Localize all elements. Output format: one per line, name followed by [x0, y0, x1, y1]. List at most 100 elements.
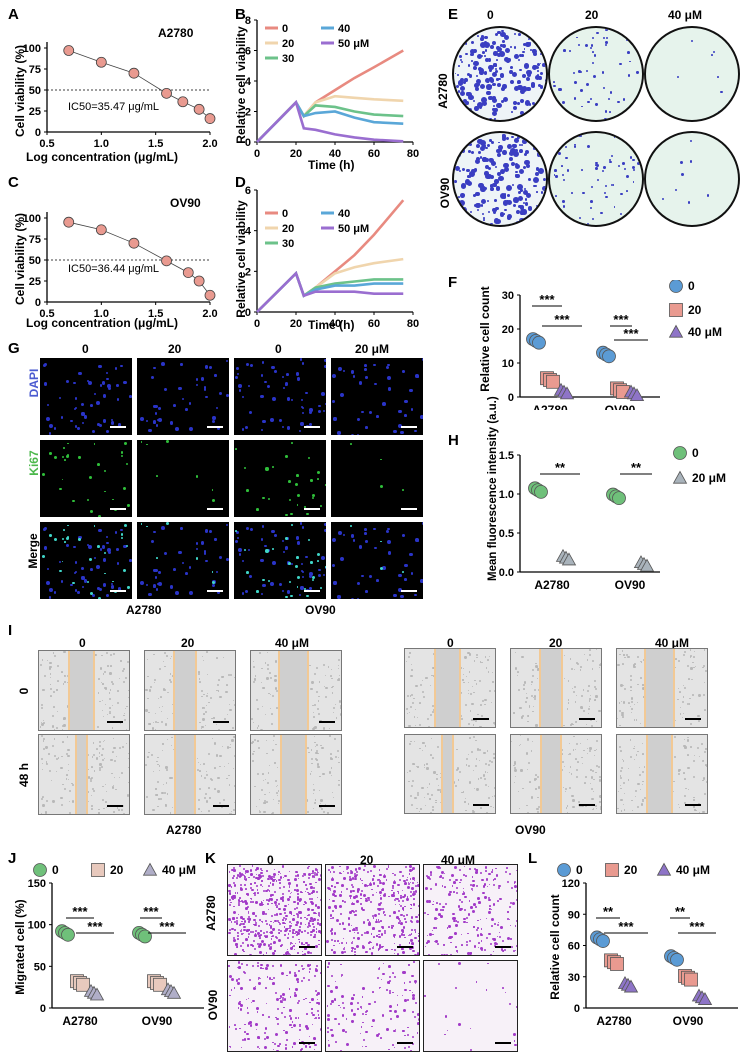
- cell-spot: [50, 695, 52, 697]
- cell-spot: [313, 712, 314, 713]
- cell-spot: [102, 748, 104, 750]
- cell-spot: [246, 527, 250, 531]
- cell-spot: [272, 982, 275, 985]
- cell-spot: [286, 373, 289, 376]
- cell-spot: [468, 765, 470, 767]
- data-point: [597, 935, 610, 948]
- cell-spot: [335, 1041, 337, 1043]
- cell-spot: [64, 541, 66, 543]
- cell-spot: [569, 787, 571, 789]
- cell-spot: [325, 566, 326, 568]
- cell-spot: [210, 697, 212, 699]
- cell-spot: [622, 162, 625, 165]
- cell-spot: [583, 750, 585, 752]
- cell-spot: [354, 878, 356, 880]
- a-cell-line: A2780: [158, 26, 193, 40]
- cell-spot: [526, 693, 527, 694]
- cell-spot: [237, 938, 239, 940]
- cell-spot: [419, 811, 420, 812]
- cell-spot: [207, 674, 208, 675]
- cell-spot: [262, 922, 263, 923]
- cell-spot: [202, 656, 203, 657]
- cell-spot: [460, 193, 465, 198]
- cell-spot: [506, 137, 509, 140]
- cell-spot: [393, 430, 396, 433]
- cell-spot: [66, 778, 67, 779]
- cell-spot: [262, 525, 264, 527]
- cell-spot: [444, 886, 446, 888]
- transwell-image: [325, 864, 420, 956]
- cell-spot: [185, 408, 188, 411]
- cell-spot: [334, 738, 336, 740]
- cell-spot: [266, 740, 267, 741]
- cell-spot: [175, 427, 179, 431]
- cell-spot: [112, 581, 114, 583]
- cell-spot: [462, 679, 463, 680]
- data-point: [162, 256, 172, 266]
- c-xlabel: Log concentration (μg/mL): [26, 316, 178, 330]
- cell-spot: [147, 676, 148, 677]
- cell-spot: [129, 712, 130, 714]
- cell-spot: [500, 32, 506, 38]
- cell-spot: [262, 706, 263, 707]
- cell-spot: [485, 147, 487, 149]
- cell-spot: [519, 218, 525, 224]
- scale-bar: [207, 590, 223, 592]
- cell-spot: [536, 191, 538, 193]
- cell-spot: [581, 169, 583, 171]
- cell-spot: [491, 918, 494, 921]
- y-tick-label: 25: [29, 106, 41, 118]
- cell-spot: [691, 679, 692, 680]
- cell-spot: [165, 804, 166, 805]
- cell-spot: [699, 812, 700, 813]
- cell-spot: [331, 885, 333, 887]
- wound-gap: [280, 735, 307, 814]
- cell-spot: [397, 995, 398, 996]
- cell-spot: [241, 1047, 243, 1049]
- cell-spot: [203, 694, 204, 695]
- cell-spot: [254, 679, 256, 681]
- cell-spot: [356, 871, 358, 873]
- cell-spot: [379, 882, 381, 884]
- cell-spot: [494, 923, 496, 925]
- cell-spot: [206, 771, 207, 772]
- cell-spot: [488, 911, 490, 913]
- cell-spot: [497, 924, 500, 927]
- cell-spot: [600, 212, 602, 214]
- cell-spot: [91, 808, 93, 810]
- cell-spot: [595, 167, 598, 170]
- cell-spot: [573, 691, 575, 693]
- cell-spot: [284, 930, 287, 933]
- cell-spot: [470, 693, 472, 695]
- cell-spot: [262, 886, 263, 887]
- cell-spot: [158, 698, 159, 699]
- cell-spot: [630, 690, 631, 691]
- cell-spot: [305, 902, 307, 904]
- cell-spot: [283, 877, 284, 878]
- cell-spot: [99, 741, 101, 743]
- cell-spot: [414, 430, 417, 433]
- cell-spot: [497, 153, 501, 157]
- cell-spot: [477, 714, 478, 715]
- cell-spot: [310, 931, 313, 934]
- cell-spot: [504, 193, 506, 195]
- cell-spot: [350, 1002, 353, 1005]
- cell-spot: [103, 808, 105, 810]
- cell-spot: [289, 927, 291, 929]
- cell-spot: [252, 1000, 255, 1003]
- cell-spot: [318, 405, 321, 408]
- cell-spot: [336, 717, 337, 718]
- cell-spot: [599, 667, 601, 669]
- cell-spot: [73, 546, 76, 549]
- cell-spot: [594, 755, 595, 756]
- cell-spot: [418, 914, 420, 917]
- cell-spot: [555, 175, 557, 177]
- cell-spot: [504, 213, 506, 215]
- cell-spot: [54, 538, 57, 541]
- cell-spot: [43, 722, 45, 724]
- cell-spot: [212, 738, 213, 739]
- cell-spot: [106, 791, 107, 792]
- cell-spot: [259, 811, 261, 813]
- cell-spot: [623, 804, 624, 805]
- cell-spot: [455, 924, 458, 927]
